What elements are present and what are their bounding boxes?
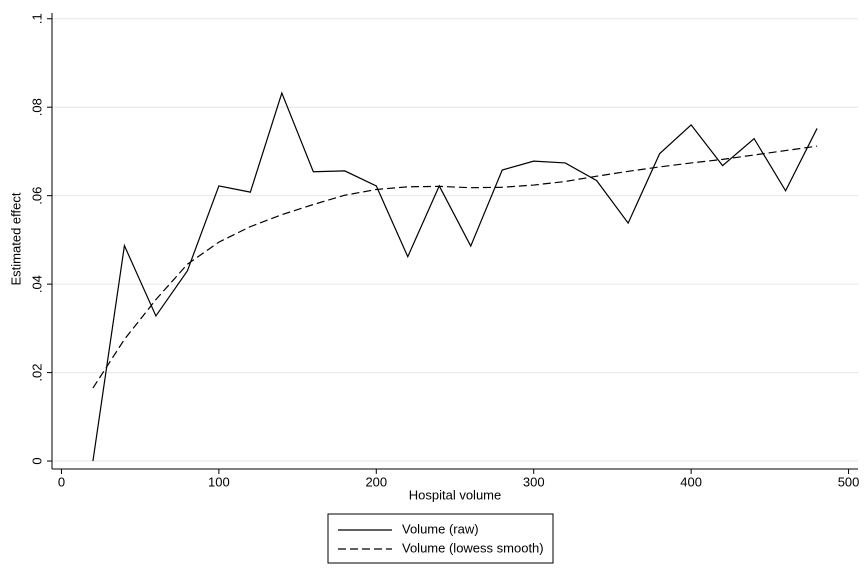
y-tick-label: .06 [29, 187, 44, 205]
x-tick-label: 400 [680, 474, 702, 489]
y-axis-title: Estimated effect [8, 192, 23, 285]
legend-box [327, 513, 554, 564]
x-tick-label: 0 [58, 474, 65, 489]
x-tick-label: 200 [365, 474, 387, 489]
legend-label: Volume (raw) [402, 521, 479, 536]
y-tick-label: .1 [29, 13, 44, 24]
x-axis-title: Hospital volume [409, 487, 502, 502]
y-tick-label: 0 [29, 457, 44, 464]
y-tick-label: .04 [29, 275, 44, 293]
y-tick-label: .08 [29, 98, 44, 116]
x-tick-label: 100 [208, 474, 230, 489]
series-line [92, 91, 818, 462]
y-tick-label: .02 [29, 364, 44, 382]
legend-label: Volume (lowess smooth) [402, 540, 544, 555]
x-tick-label: 500 [838, 474, 860, 489]
x-tick-label: 300 [523, 474, 545, 489]
